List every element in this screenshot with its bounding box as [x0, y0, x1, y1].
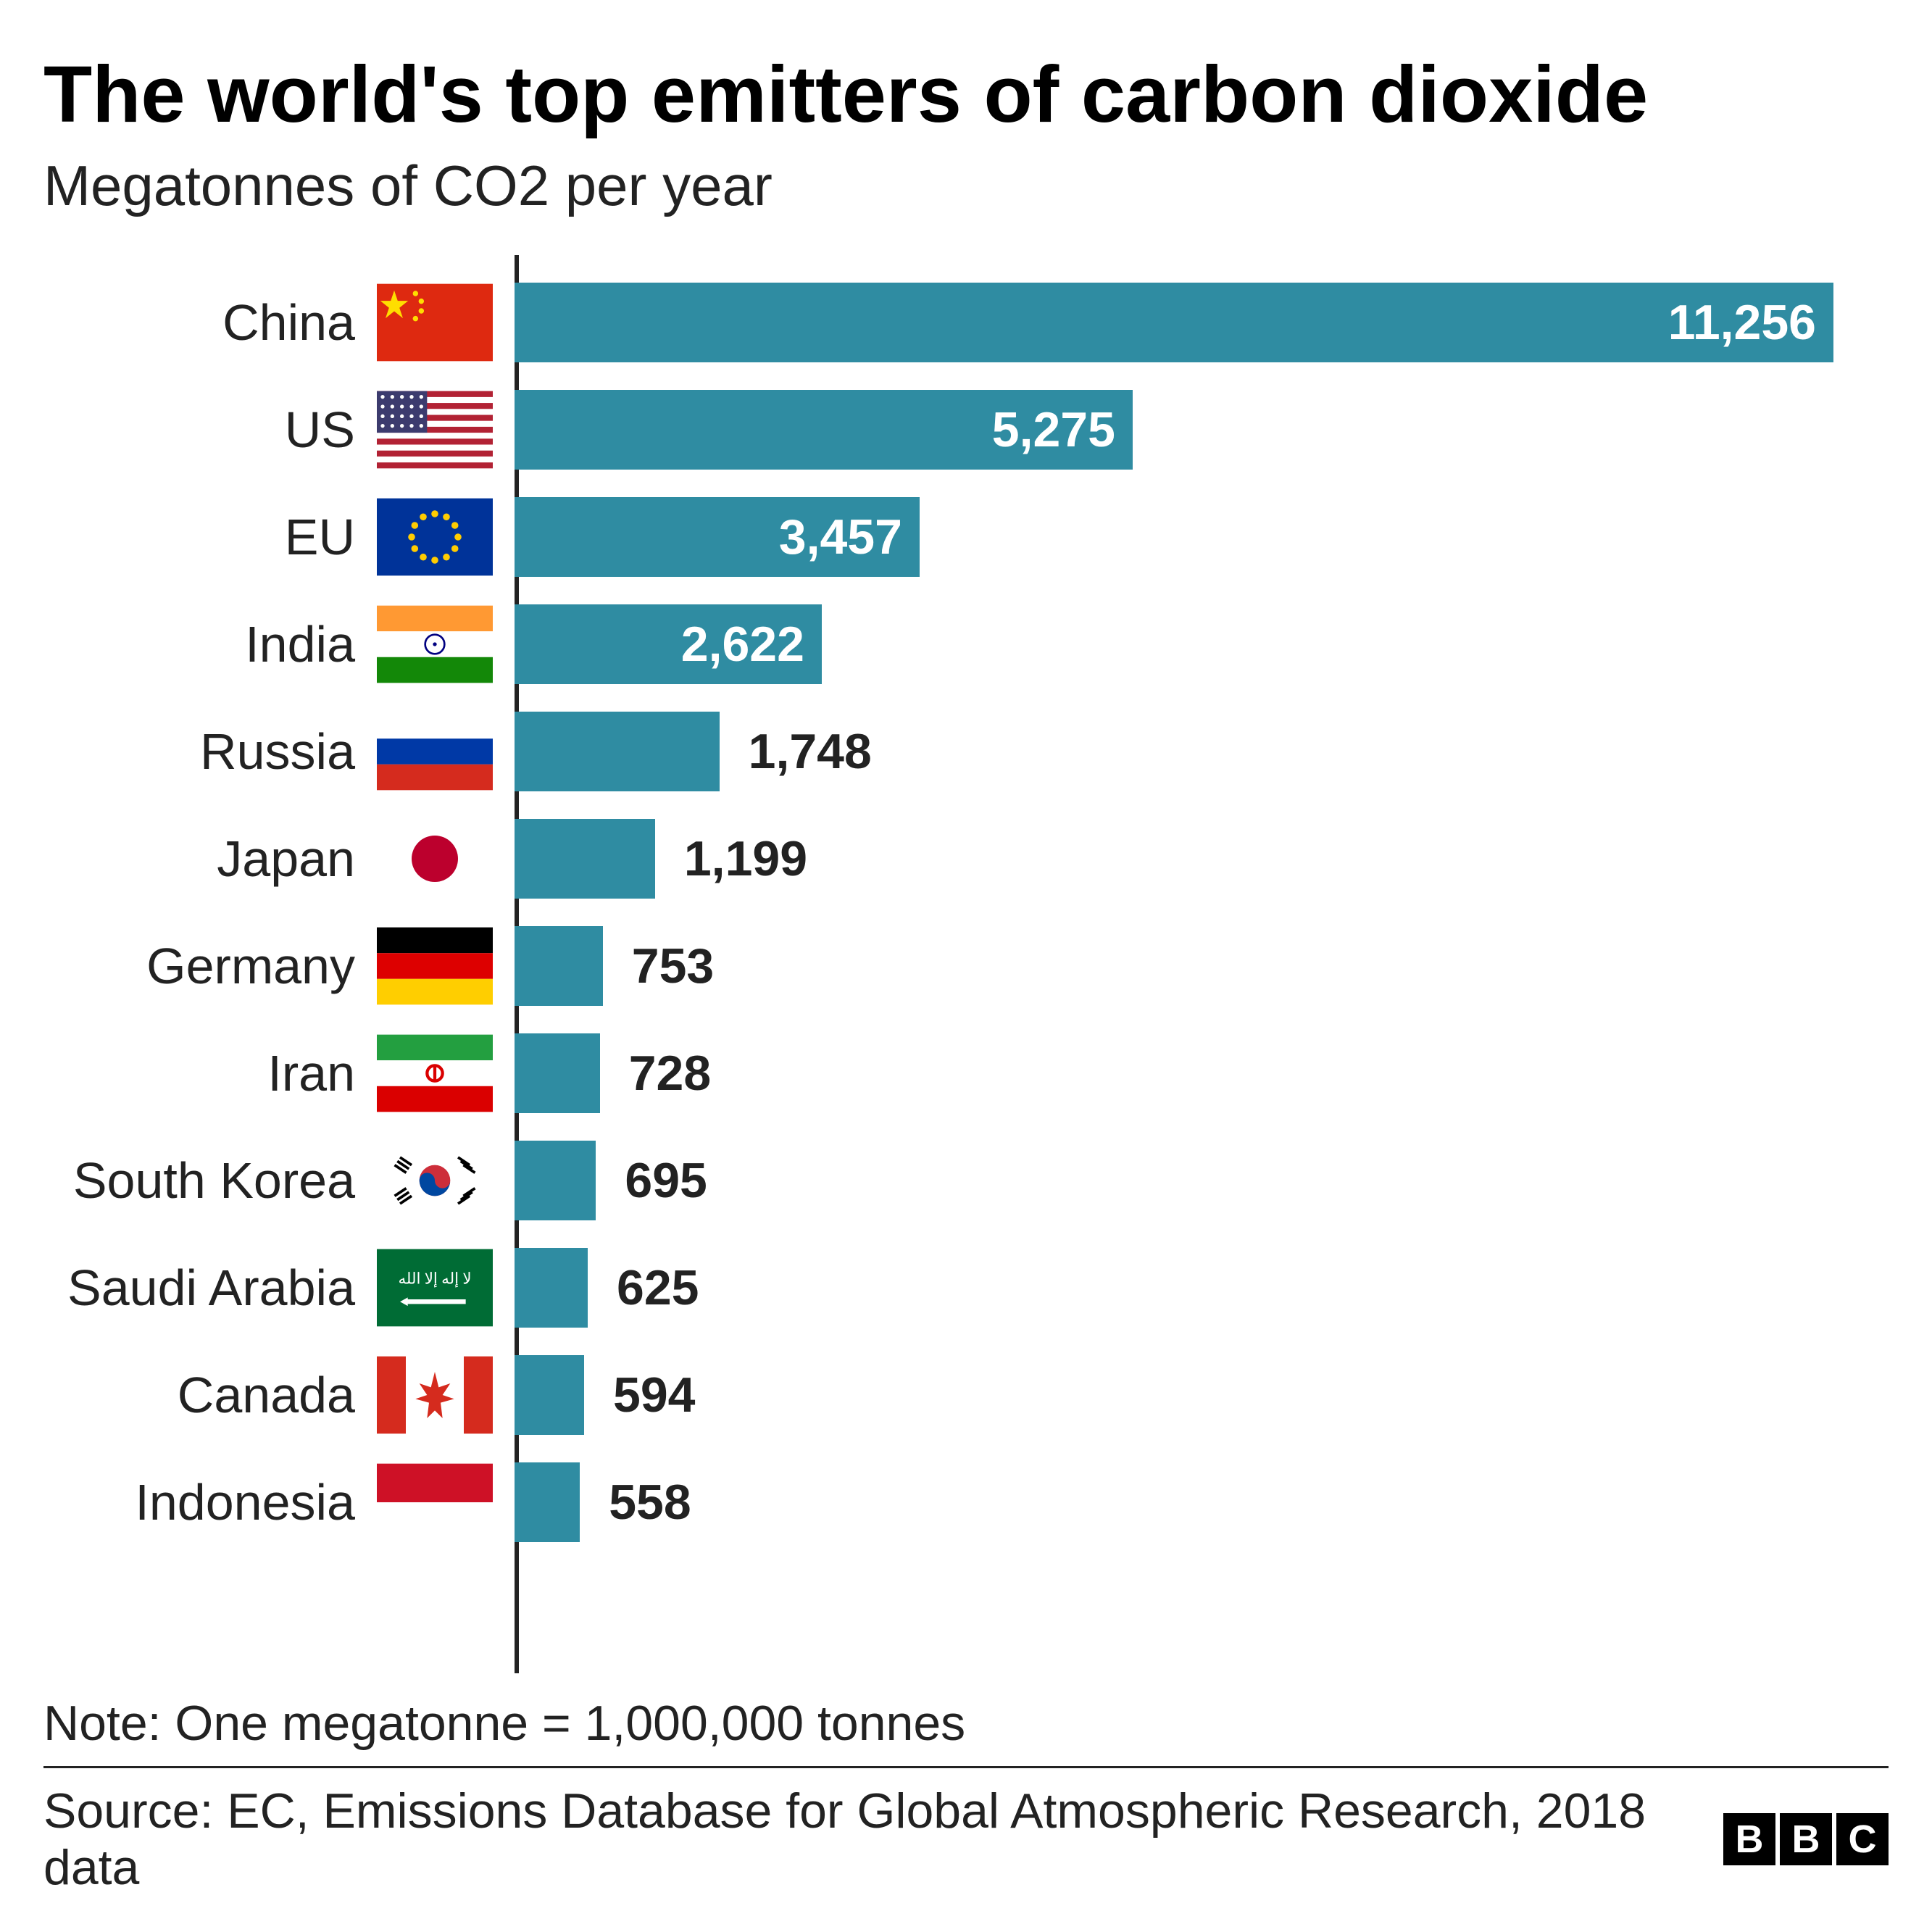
bar — [515, 1355, 584, 1435]
bar — [515, 1033, 600, 1113]
country-name: EU — [285, 508, 355, 566]
bar — [515, 926, 603, 1006]
label-column: Iran — [43, 1033, 515, 1113]
label-column: Germany — [43, 926, 515, 1006]
bar-row: US 5,275 — [43, 384, 1889, 475]
bar-column: 594 — [515, 1349, 1889, 1441]
bar — [515, 819, 655, 899]
bar: 2,622 — [515, 604, 822, 684]
bar-row: EU 3,457 — [43, 491, 1889, 583]
country-name: South Korea — [73, 1152, 355, 1209]
country-name: India — [245, 615, 355, 673]
bar-value: 625 — [617, 1259, 699, 1316]
bar — [515, 1462, 580, 1542]
country-name: Canada — [178, 1366, 355, 1424]
label-column: EU — [43, 497, 515, 577]
svg-text:لا إله إلا الله: لا إله إلا الله — [398, 1270, 471, 1288]
bar-row: Iran 728 — [43, 1028, 1889, 1119]
bar-row: Indonesia 558 — [43, 1457, 1889, 1548]
country-name: China — [222, 293, 355, 351]
bar-column: 695 — [515, 1135, 1889, 1226]
bar-value: 594 — [613, 1367, 695, 1423]
bar-value: 1,748 — [749, 723, 872, 780]
bar-row: Saudi Arabia لا إله إلا الله 625 — [43, 1242, 1889, 1333]
flag-south-korea-icon — [377, 1141, 493, 1220]
label-column: Indonesia — [43, 1462, 515, 1542]
bar-value: 3,457 — [779, 509, 902, 565]
label-column: China — [43, 283, 515, 362]
bar-value: 728 — [629, 1045, 711, 1102]
bar: 5,275 — [515, 390, 1133, 470]
bar-value: 5,275 — [992, 401, 1115, 458]
flag-us-icon — [377, 390, 493, 470]
bar: 11,256 — [515, 283, 1833, 362]
country-name: Indonesia — [135, 1473, 355, 1531]
bar-value: 1,199 — [684, 830, 807, 887]
country-name: Japan — [217, 830, 355, 888]
flag-germany-icon — [377, 926, 493, 1006]
bar-row: China 11,256 — [43, 277, 1889, 368]
flag-indonesia-icon — [377, 1462, 493, 1542]
bar-column: 753 — [515, 920, 1889, 1012]
label-column: South Korea — [43, 1141, 515, 1220]
source-text: Source: EC, Emissions Database for Globa… — [43, 1783, 1723, 1896]
label-column: Russia — [43, 712, 515, 791]
bar-column: 1,748 — [515, 706, 1889, 797]
bar-row: Canada 594 — [43, 1349, 1889, 1441]
bar-row: Japan 1,199 — [43, 813, 1889, 904]
bar-row: Russia 1,748 — [43, 706, 1889, 797]
bar-row: India 2,622 — [43, 599, 1889, 690]
flag-india-icon — [377, 604, 493, 684]
label-column: India — [43, 604, 515, 684]
label-column: Japan — [43, 819, 515, 899]
bar-column: 558 — [515, 1457, 1889, 1548]
bar — [515, 1248, 588, 1328]
flag-canada-icon — [377, 1355, 493, 1435]
bar — [515, 712, 720, 791]
bar-value: 2,622 — [681, 616, 804, 673]
bar-column: 1,199 — [515, 813, 1889, 904]
country-name: Iran — [267, 1044, 355, 1102]
bar — [515, 1141, 596, 1220]
bar-row: South Korea 695 — [43, 1135, 1889, 1226]
chart-note: Note: One megatonne = 1,000,000 tonnes — [43, 1695, 1889, 1752]
bar-value: 558 — [609, 1474, 691, 1531]
country-name: US — [285, 401, 355, 459]
bar-column: 11,256 — [515, 277, 1889, 368]
flag-japan-icon — [377, 819, 493, 899]
bar: 3,457 — [515, 497, 920, 577]
bar-value: 11,256 — [1668, 294, 1816, 351]
country-name: Saudi Arabia — [67, 1259, 355, 1317]
flag-russia-icon — [377, 712, 493, 791]
flag-eu-icon — [377, 497, 493, 577]
bar-column: 5,275 — [515, 384, 1889, 475]
bar-column: 2,622 — [515, 599, 1889, 690]
bbc-logo-letter: B — [1780, 1813, 1832, 1865]
country-name: Germany — [146, 937, 355, 995]
chart-footer: Source: EC, Emissions Database for Globa… — [43, 1783, 1889, 1903]
chart-subtitle: Megatonnes of CO2 per year — [43, 153, 1889, 219]
label-column: Canada — [43, 1355, 515, 1435]
infographic-page: The world's top emitters of carbon dioxi… — [0, 0, 1932, 1932]
flag-iran-icon — [377, 1033, 493, 1113]
label-column: Saudi Arabia لا إله إلا الله — [43, 1248, 515, 1328]
flag-china-icon — [377, 283, 493, 362]
bar-chart: China 11,256 US 5,275 EU 3,457 India — [43, 277, 1889, 1652]
bar-value: 753 — [632, 938, 714, 994]
footer-divider — [43, 1766, 1889, 1768]
chart-title: The world's top emitters of carbon dioxi… — [43, 51, 1889, 138]
bar-value: 695 — [625, 1152, 707, 1209]
flag-saudi-arabia-icon: لا إله إلا الله — [377, 1248, 493, 1328]
bar-column: 3,457 — [515, 491, 1889, 583]
bar-rows-container: China 11,256 US 5,275 EU 3,457 India — [43, 277, 1889, 1548]
label-column: US — [43, 390, 515, 470]
country-name: Russia — [200, 723, 355, 780]
bar-column: 625 — [515, 1242, 1889, 1333]
bar-column: 728 — [515, 1028, 1889, 1119]
bar-row: Germany 753 — [43, 920, 1889, 1012]
bbc-logo: BBC — [1723, 1813, 1889, 1865]
bbc-logo-letter: C — [1836, 1813, 1889, 1865]
bbc-logo-letter: B — [1723, 1813, 1775, 1865]
